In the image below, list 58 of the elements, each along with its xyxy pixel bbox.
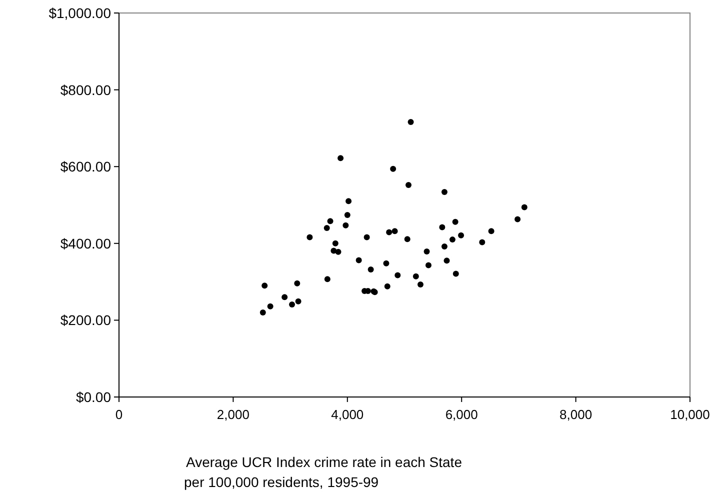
point (289, 301, 296, 308)
point (425, 262, 432, 268)
point (424, 248, 430, 254)
point (514, 216, 521, 222)
point (267, 303, 274, 310)
point (282, 294, 288, 300)
point (327, 218, 334, 224)
point (342, 222, 349, 228)
point (368, 266, 374, 273)
y-tick-label: $1,000.00 (48, 5, 112, 21)
y-tick-label: $800.00 (60, 82, 112, 98)
point (392, 228, 398, 234)
point (390, 166, 396, 172)
point (364, 234, 370, 240)
x-tick-label: 0 (115, 407, 123, 422)
point (335, 248, 342, 255)
x-tick-label: 6,000 (445, 407, 478, 422)
point (383, 260, 390, 266)
point (295, 298, 302, 304)
y-tick-label: $600.00 (60, 158, 112, 175)
y-tick-label: $200.00 (60, 312, 112, 328)
point (344, 212, 350, 218)
point (262, 282, 268, 289)
x-tick-label: 8,000 (560, 407, 592, 422)
point (394, 272, 401, 278)
point (408, 119, 414, 126)
point (260, 310, 266, 316)
point (439, 224, 446, 230)
point (404, 236, 410, 242)
x-tick-label: 4,000 (331, 407, 364, 422)
point (452, 218, 458, 225)
point (521, 204, 528, 210)
point (417, 281, 424, 288)
point (338, 155, 344, 162)
point (452, 270, 459, 277)
point (441, 243, 448, 250)
x-tick-label: 10,000 (670, 407, 710, 422)
point (324, 276, 330, 282)
x-tick-label: 2,000 (216, 407, 250, 422)
point (294, 280, 300, 286)
point (441, 188, 448, 195)
point (346, 198, 352, 204)
point (386, 229, 392, 236)
point (458, 232, 464, 238)
point (306, 234, 313, 240)
y-tick-label: $0.00 (76, 389, 112, 405)
x-axis-title: Average UCR Index crime rate in each State per 100,000 residents, 1995-99 (184, 454, 462, 490)
point (479, 239, 486, 246)
point (356, 257, 362, 264)
point (405, 182, 412, 188)
point (488, 228, 494, 234)
point (449, 236, 456, 243)
point (332, 240, 338, 246)
point (444, 258, 450, 264)
point (384, 283, 390, 290)
point (412, 273, 419, 280)
point (324, 225, 330, 232)
y-tick-label: $400.00 (60, 235, 112, 252)
